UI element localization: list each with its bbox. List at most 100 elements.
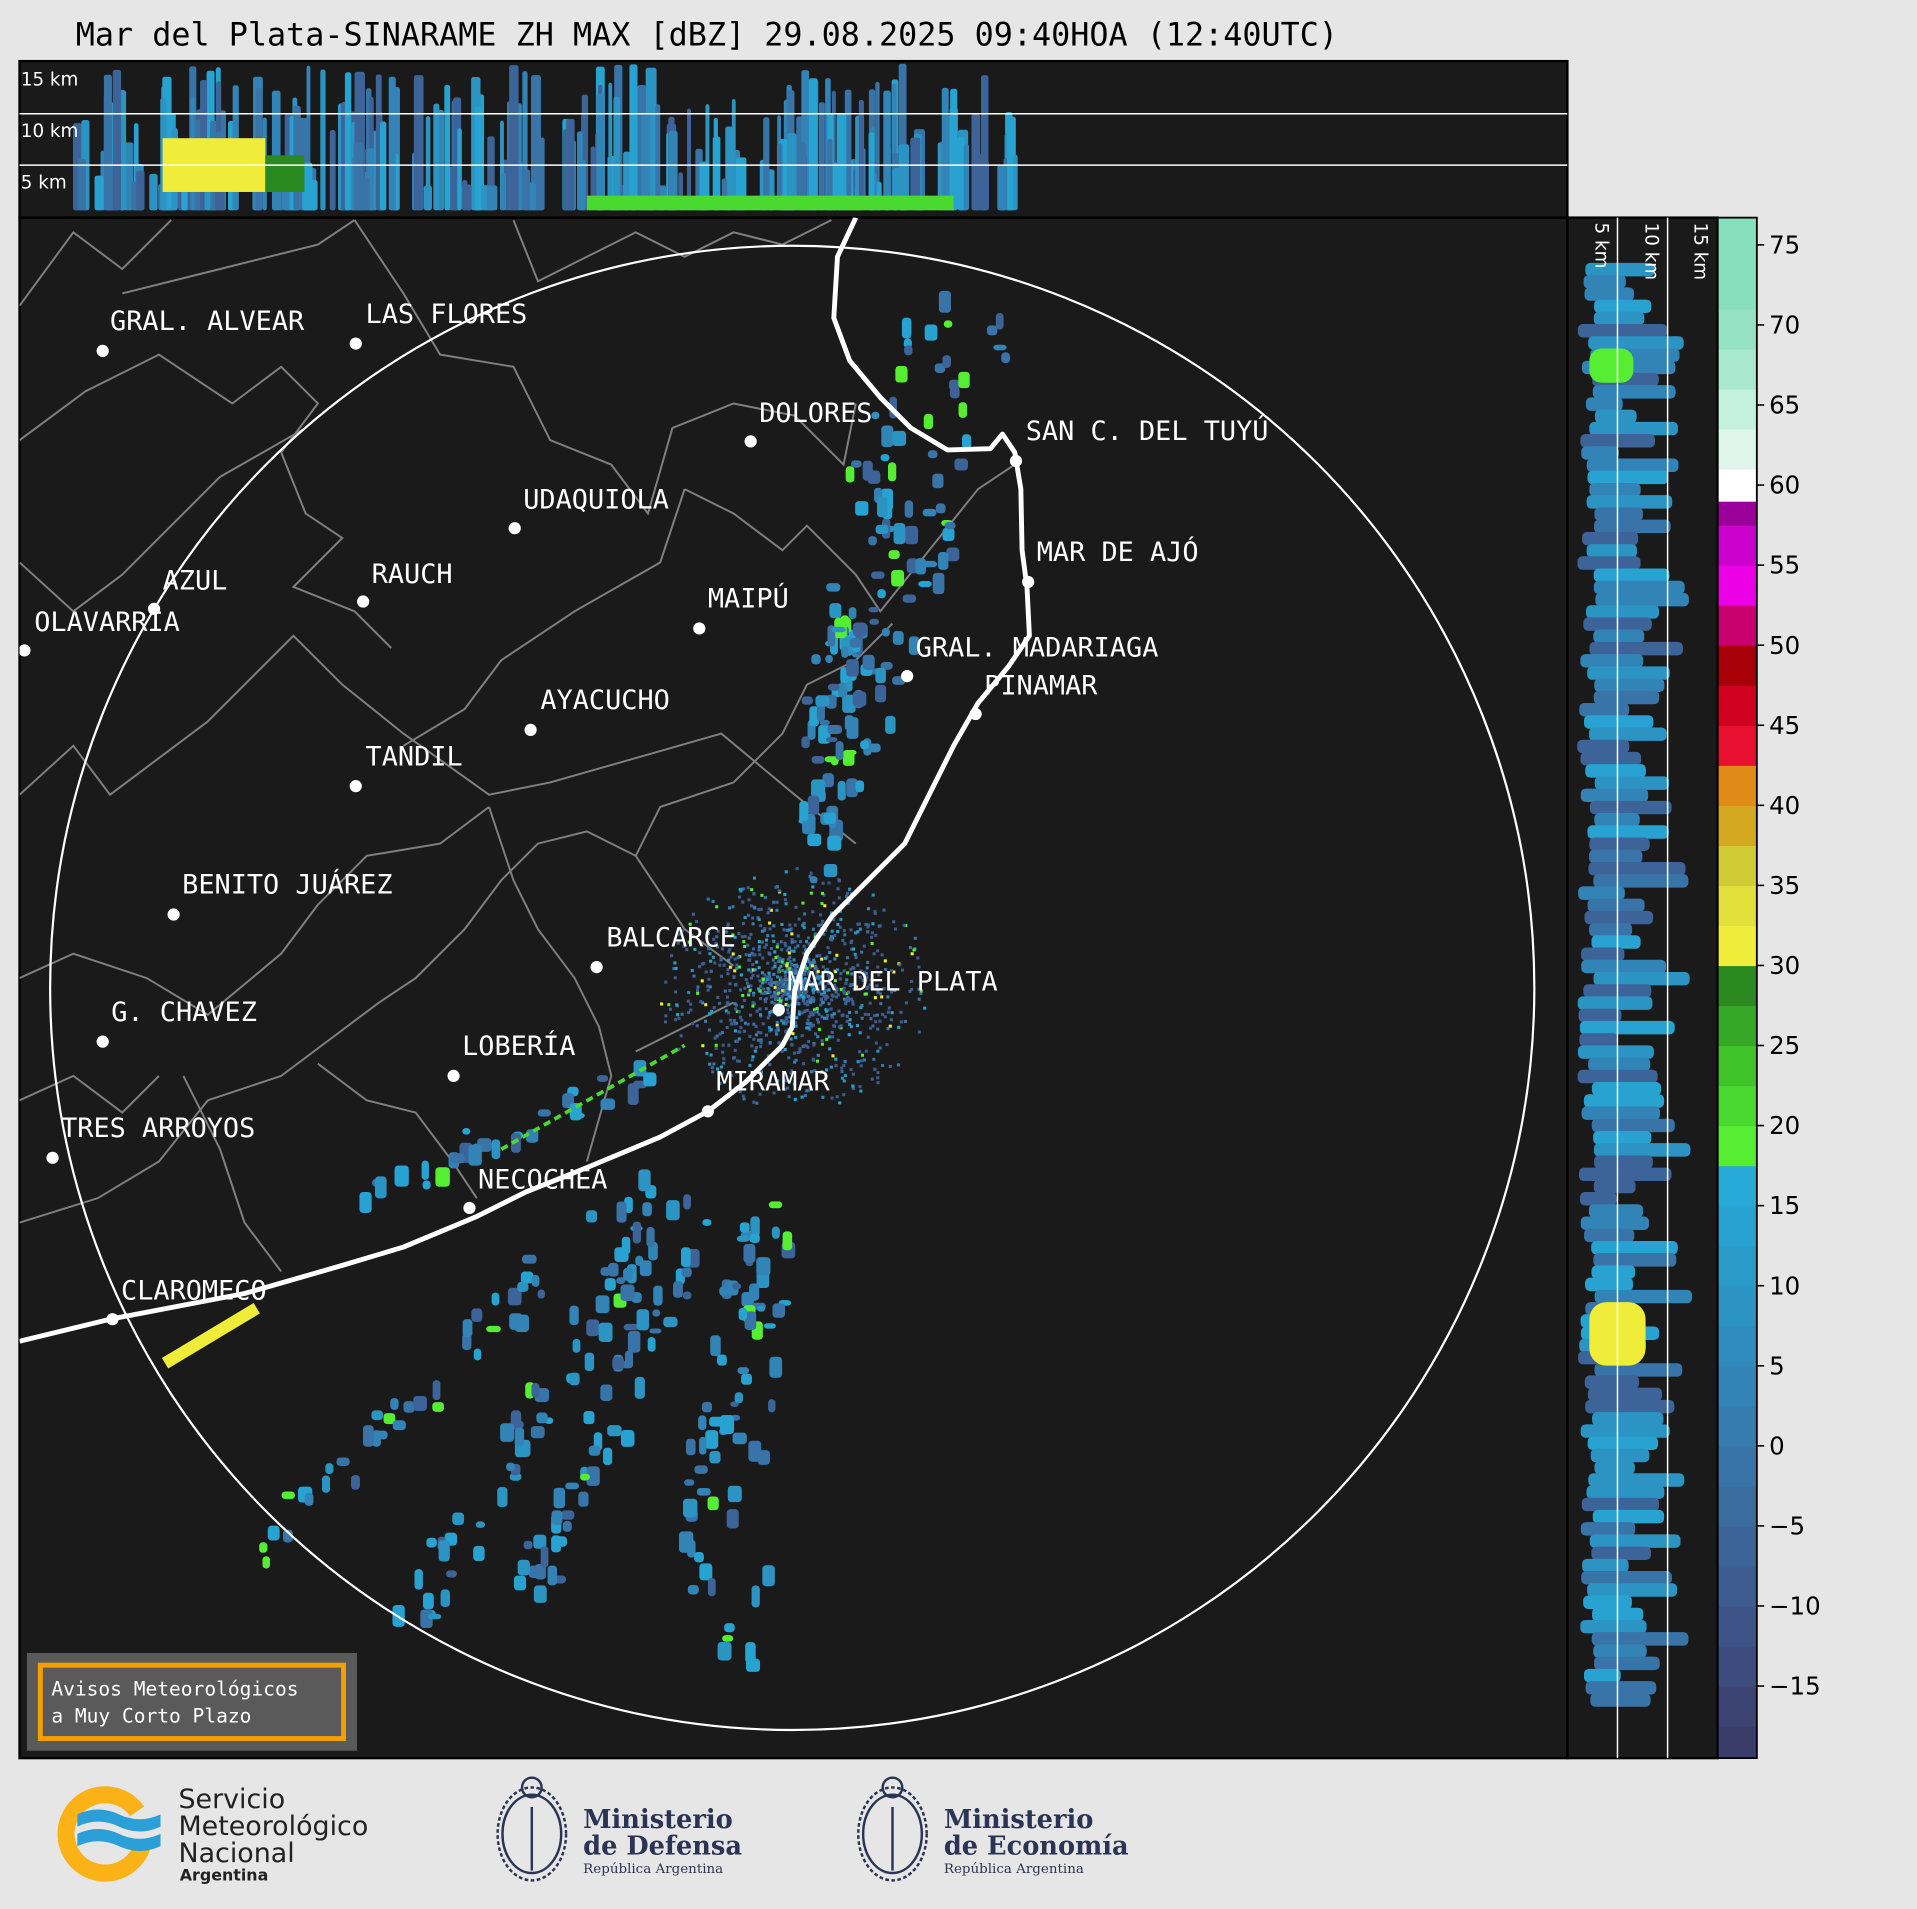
echo-cell (584, 1352, 595, 1372)
echo-cell (833, 979, 837, 983)
echo-cell (847, 1033, 851, 1037)
echo-cell (767, 971, 771, 975)
echo-cell (735, 1039, 739, 1043)
echo-cell (837, 780, 846, 801)
echo-cell (805, 1000, 809, 1004)
echo-cell (805, 982, 809, 986)
echo-cell (696, 991, 700, 995)
echo-cell (868, 1001, 872, 1005)
echo-cell (675, 1003, 679, 1007)
echo-cell (864, 971, 868, 975)
echo-cell (839, 987, 843, 991)
echo-cell (710, 1335, 721, 1357)
city-dot-icon (349, 337, 362, 350)
echo-cell (746, 943, 750, 947)
city-label: CLAROMECO (121, 1276, 267, 1307)
echo-cell (805, 1022, 809, 1026)
echo-cell (846, 778, 858, 798)
echo-cell (843, 1060, 847, 1064)
echo-cell (836, 922, 840, 926)
echo-cell (843, 1074, 847, 1078)
echo-cell (859, 1089, 863, 1093)
echo-cell (842, 694, 856, 713)
echo-cell (776, 970, 780, 974)
echo-cell (730, 1022, 734, 1026)
city-dot-icon (349, 780, 362, 793)
echo-cell (866, 1035, 870, 1039)
echo-cell (856, 922, 860, 926)
echo-cell (528, 1565, 541, 1578)
echo-cell (912, 948, 916, 952)
echo-cell (798, 1047, 802, 1051)
top-label-10km: 10 km (21, 121, 79, 142)
echo-cell (709, 1053, 713, 1057)
echo-cell (432, 1380, 441, 1401)
echo-cell (711, 926, 715, 930)
echo-cell (792, 958, 796, 962)
echo-cell (673, 1018, 678, 1022)
echo-cell (816, 970, 820, 974)
city-label: TRES ARROYOS (61, 1113, 255, 1144)
echo-cell (787, 1004, 791, 1008)
city-label: OLAVARRÍA (34, 606, 180, 638)
echo-cell (877, 973, 881, 977)
echo-cell (892, 920, 896, 924)
echo-row (1593, 311, 1645, 326)
echo-cell (737, 1037, 741, 1041)
echo-cell (805, 940, 809, 944)
city-dot-icon (969, 707, 982, 721)
echo-cell (732, 1283, 742, 1290)
echo-cell (830, 1096, 834, 1100)
echo-cell (779, 1001, 783, 1005)
echo-cell (783, 941, 787, 945)
echo-cell (712, 1062, 716, 1066)
echo-cell (733, 1029, 738, 1033)
colorbar-segment (1717, 1245, 1757, 1287)
echo-cell (764, 997, 768, 1001)
echo-cell (726, 968, 730, 972)
echo-cell (809, 871, 813, 875)
echo-cell (761, 1022, 765, 1026)
echo-cell (858, 927, 862, 931)
colorbar-segment (1717, 1445, 1757, 1487)
radar-echoes (161, 290, 1010, 1672)
echo-cell (778, 985, 782, 989)
echo-cell (832, 901, 836, 905)
echo-cell (704, 970, 708, 974)
echo-cell (847, 999, 851, 1003)
echo-cell (828, 960, 832, 964)
echo-cell (679, 1531, 694, 1553)
echo-cell (778, 981, 782, 985)
echo-cell (876, 1027, 880, 1031)
echo-cell (747, 993, 751, 997)
coat-of-arms-icon (496, 1776, 568, 1882)
echo-column (413, 75, 424, 211)
echo-cell (686, 999, 690, 1003)
echo-cell (876, 1071, 880, 1075)
echo-cell (807, 960, 811, 964)
city-maip-: MAIPÚ (693, 583, 789, 635)
echo-cell (772, 1303, 786, 1318)
echo-cell (702, 1219, 712, 1226)
echo-cell (835, 968, 839, 972)
echo-cell (846, 956, 850, 960)
echo-cell (910, 987, 914, 991)
warning-box[interactable]: Avisos Meteorológicos a Muy Corto Plazo (26, 1652, 357, 1751)
echo-cell (700, 962, 704, 966)
echo-cell (623, 1267, 633, 1281)
echo-cell (861, 978, 865, 982)
echo-cell (813, 1069, 817, 1073)
colorbar-segment (1717, 501, 1757, 526)
echo-cell (906, 558, 919, 574)
echo-cell (792, 963, 796, 967)
echo-column (687, 108, 692, 211)
echo-cell (790, 940, 794, 944)
echo-cell (815, 695, 830, 707)
echo-cell (811, 755, 825, 764)
echo-cell (739, 1222, 750, 1233)
echo-cell (749, 932, 753, 936)
echo-cell (786, 1020, 790, 1024)
echo-cell (604, 1278, 616, 1291)
echo-cell (800, 989, 804, 993)
